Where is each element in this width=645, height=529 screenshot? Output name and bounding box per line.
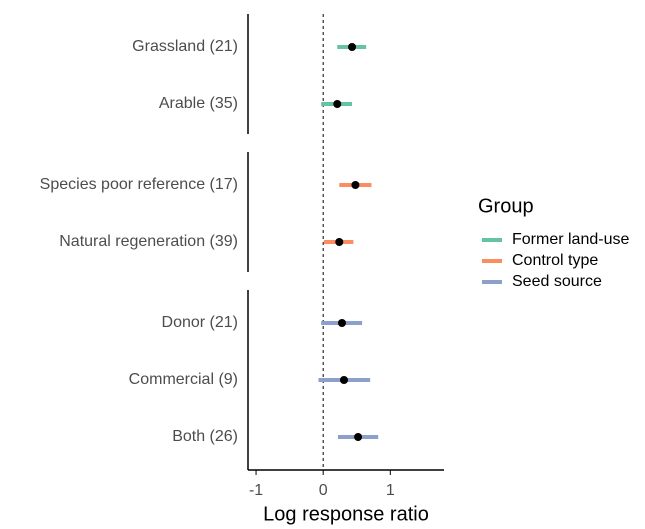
y-tick-label: Species poor reference (17) [40, 176, 238, 193]
point [348, 43, 357, 51]
y-tick-label: Natural regeneration (39) [59, 233, 238, 250]
point [351, 181, 360, 189]
y-tick-label: Grassland (21) [132, 38, 238, 55]
legend-title: Group [478, 195, 534, 217]
legend-label: Former land-use [512, 231, 629, 248]
point [335, 238, 344, 246]
y-tick-label: Both (26) [172, 428, 238, 445]
point [354, 433, 363, 441]
legend-label: Control type [512, 252, 598, 269]
x-axis-title: Log response ratio [263, 503, 429, 525]
point [337, 319, 346, 327]
point [333, 100, 342, 108]
point [339, 376, 348, 384]
y-tick-label: Arable (35) [159, 95, 238, 112]
x-tick-label: -1 [249, 482, 263, 499]
x-tick-label: 1 [386, 482, 395, 499]
legend-label: Seed source [512, 273, 602, 290]
y-tick-label: Commercial (9) [129, 371, 238, 388]
x-tick-label: 0 [319, 482, 328, 499]
y-tick-label: Donor (21) [162, 314, 238, 331]
